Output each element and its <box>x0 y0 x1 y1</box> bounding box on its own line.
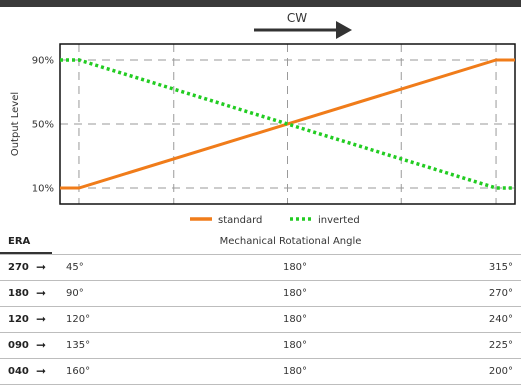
mid-angle: 180° <box>282 314 308 325</box>
arrow-icon: ➞ <box>36 364 47 378</box>
era-header-underline <box>0 252 52 254</box>
top-bar <box>0 0 521 7</box>
end-angle: 315° <box>488 262 513 273</box>
y-tick-label: 50% <box>32 120 54 131</box>
era-row: 090 ➞ 135° 180° 225° <box>0 333 521 359</box>
start-angle: 135° <box>66 340 91 351</box>
era-table-header: ERA Mechanical Rotational Angle <box>0 232 521 254</box>
arrow-icon: ➞ <box>36 260 47 274</box>
era-header: ERA <box>8 236 31 247</box>
end-angle: 270° <box>488 288 513 299</box>
legend-label-standard: standard <box>218 215 262 226</box>
legend: standard inverted <box>190 215 360 226</box>
era-row: 120 ➞ 120° 180° 240° <box>0 307 521 333</box>
angle-header: Mechanical Rotational Angle <box>219 236 362 247</box>
mid-angle: 180° <box>282 340 308 351</box>
era-row: 040 ➞ 160° 180° 200° <box>0 359 521 385</box>
series-line-standard <box>60 58 515 190</box>
direction-arrow-head <box>336 21 352 39</box>
start-angle: 45° <box>66 262 84 273</box>
series-lines <box>60 58 515 190</box>
end-angle: 225° <box>488 340 513 351</box>
plot-frame <box>59 43 516 205</box>
output-level-chart: 90% 50% 10% Output Level CW standard invert… <box>10 11 516 226</box>
y-axis-label: Output Level <box>10 92 21 156</box>
start-angle: 90° <box>66 288 84 299</box>
mid-angle: 180° <box>282 366 308 377</box>
direction-indicator: CW <box>254 11 352 39</box>
y-tick-labels: 90% 50% 10% <box>32 56 54 195</box>
mid-angle: 180° <box>282 288 308 299</box>
era-code: 090 <box>8 340 29 351</box>
era-code: 270 <box>8 262 29 273</box>
y-tick-label: 90% <box>32 56 54 67</box>
direction-label: CW <box>287 11 307 25</box>
era-table: ERA Mechanical Rotational Angle 270 ➞ 45° 1… <box>0 232 521 385</box>
legend-label-inverted: inverted <box>318 215 360 226</box>
start-angle: 120° <box>66 314 91 325</box>
end-angle: 240° <box>488 314 513 325</box>
start-angle: 160° <box>66 366 91 377</box>
era-code: 040 <box>8 366 29 377</box>
end-angle: 200° <box>488 366 513 377</box>
era-row: 270 ➞ 45° 180° 315° <box>0 254 521 281</box>
era-code: 180 <box>8 288 29 299</box>
y-tick-label: 10% <box>32 184 54 195</box>
era-row: 180 ➞ 90° 180° 270° <box>0 281 521 307</box>
era-code: 120 <box>8 314 29 325</box>
era-rows: 270 ➞ 45° 180° 315° 180 ➞ 90° 180° 270° 120 ➞ 120° 18… <box>0 254 521 385</box>
mid-angle: 180° <box>282 262 308 273</box>
arrow-icon: ➞ <box>36 312 47 326</box>
series-line-inverted <box>60 58 515 190</box>
arrow-icon: ➞ <box>36 338 47 352</box>
grid-lines <box>60 44 515 204</box>
arrow-icon: ➞ <box>36 286 47 300</box>
